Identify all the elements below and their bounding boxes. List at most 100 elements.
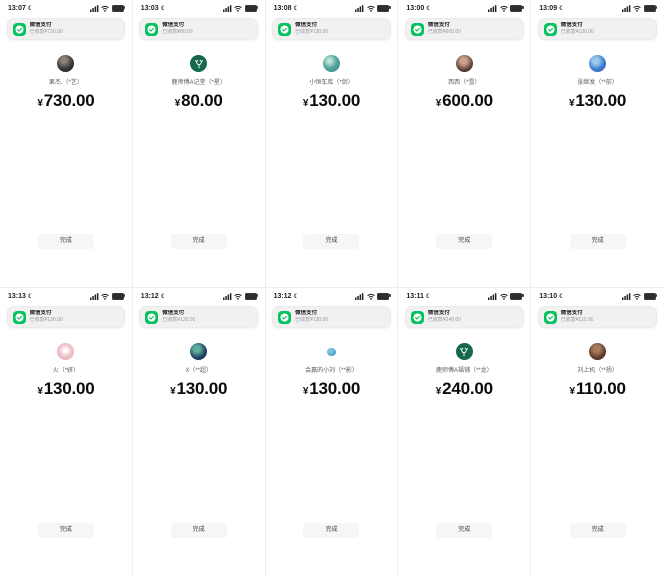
small-blue-emoji-icon bbox=[326, 347, 336, 356]
wechat-pay-icon bbox=[145, 22, 159, 36]
time-text: 13:00 bbox=[406, 4, 425, 12]
done-button[interactable]: 完成 bbox=[303, 523, 360, 538]
payer-avatar bbox=[190, 55, 208, 72]
payer-avatar bbox=[455, 55, 473, 72]
wifi-icon bbox=[633, 5, 642, 12]
wechat-pay-notification[interactable]: 微信支付 已收款¥130.00 bbox=[537, 18, 658, 40]
currency-symbol: ¥ bbox=[302, 98, 309, 109]
status-time: 13:08 ☾ bbox=[274, 5, 299, 12]
currency-symbol: ¥ bbox=[174, 98, 181, 109]
battery-icon bbox=[111, 292, 126, 300]
phone-screenshot-10: 13:10 ☾ 微信支付 已收款¥110.00 刘上机（**扬） ¥110.00 … bbox=[531, 288, 664, 576]
battery-icon bbox=[643, 292, 658, 300]
wechat-pay-notification[interactable]: 微信支付 已收款¥130.00 bbox=[139, 306, 259, 328]
time-text: 13:12 bbox=[140, 292, 159, 300]
payer-name: X（**超） bbox=[185, 368, 213, 374]
notification-text: 微信支付 已收款¥130.00 bbox=[561, 22, 594, 36]
payment-amount: ¥130.00 bbox=[569, 91, 626, 111]
status-bar: 13:12 ☾ bbox=[266, 288, 398, 300]
done-button[interactable]: 完成 bbox=[170, 523, 227, 538]
notification-body: 已收款¥600.00 bbox=[427, 29, 461, 36]
notification-text: 微信支付 已收款¥730.00 bbox=[30, 22, 63, 36]
payer-name: 会赢的小刘（**影） bbox=[305, 368, 358, 374]
amount-value: 600.00 bbox=[442, 91, 493, 110]
payment-amount: ¥130.00 bbox=[303, 379, 360, 399]
payer-name: 鹿师傅A记堂（*星） bbox=[171, 80, 226, 86]
wifi-icon bbox=[367, 293, 375, 300]
done-button[interactable]: 完成 bbox=[436, 523, 493, 538]
wechat-pay-notification[interactable]: 微信支付 已收款¥600.00 bbox=[404, 18, 524, 40]
signal-icon bbox=[621, 4, 631, 12]
payer-avatar bbox=[190, 343, 208, 360]
mute-icon: ☾ bbox=[559, 293, 565, 300]
status-bar: 13:08 ☾ bbox=[266, 0, 398, 12]
done-button[interactable]: 完成 bbox=[170, 234, 227, 249]
wechat-pay-icon bbox=[145, 310, 159, 324]
battery-icon bbox=[510, 4, 524, 12]
notification-title: 微信支付 bbox=[162, 22, 185, 29]
signal-icon bbox=[89, 292, 99, 300]
payer-avatar bbox=[322, 55, 340, 72]
wechat-pay-icon bbox=[278, 310, 292, 324]
payment-amount: ¥730.00 bbox=[37, 91, 94, 111]
status-icons bbox=[355, 4, 391, 12]
notification-title: 微信支付 bbox=[560, 310, 583, 317]
done-button[interactable]: 完成 bbox=[569, 523, 626, 538]
phone-screenshot-7: 13:12 ☾ 微信支付 已收款¥130.00 X（**超） ¥130.00 完成 bbox=[132, 288, 266, 576]
payer-avatar bbox=[57, 343, 75, 360]
wechat-pay-notification[interactable]: 微信支付 已收款¥130.00 bbox=[6, 306, 126, 328]
payer-avatar bbox=[589, 343, 607, 360]
payment-amount: ¥130.00 bbox=[170, 379, 227, 399]
notification-body: 已收款¥730.00 bbox=[29, 29, 63, 36]
payment-amount: ¥130.00 bbox=[37, 379, 94, 399]
phone-screenshot-6: 13:13 ☾ 微信支付 已收款¥130.00 火（*妍） ¥130.00 完成 bbox=[0, 288, 133, 576]
wechat-pay-notification[interactable]: 微信支付 已收款¥110.00 bbox=[537, 306, 658, 328]
wechat-pay-icon bbox=[12, 310, 26, 324]
notification-text: 微信支付 已收款¥130.00 bbox=[30, 310, 63, 324]
notification-title: 微信支付 bbox=[29, 310, 52, 317]
notification-body: 已收款¥240.00 bbox=[427, 317, 461, 324]
payer-name: 火（*妍） bbox=[52, 368, 80, 374]
done-button[interactable]: 完成 bbox=[303, 234, 360, 249]
time-text: 13:11 bbox=[406, 292, 424, 300]
notification-text: 微信支付 已收款¥130.00 bbox=[295, 22, 328, 36]
done-button[interactable]: 完成 bbox=[569, 234, 626, 249]
status-time: 13:13 ☾ bbox=[8, 293, 33, 300]
wechat-pay-notification[interactable]: 微信支付 已收款¥240.00 bbox=[404, 306, 524, 328]
notification-title: 微信支付 bbox=[295, 22, 318, 29]
done-button[interactable]: 完成 bbox=[436, 234, 493, 249]
signal-icon bbox=[355, 4, 364, 12]
phone-screenshot-3: 13:08 ☾ 微信支付 已收款¥130.00 小恒车库（*剑） ¥130.00 … bbox=[265, 0, 399, 288]
phone-screenshot-1: 13:07 ☾ 微信支付 已收款¥730.00 果杰.（*艺） ¥730.00 完… bbox=[0, 0, 133, 288]
done-button[interactable]: 完成 bbox=[37, 234, 94, 249]
wechat-pay-icon bbox=[410, 22, 424, 36]
signal-icon bbox=[222, 4, 231, 12]
signal-icon bbox=[89, 4, 99, 12]
done-button[interactable]: 完成 bbox=[37, 523, 94, 538]
time-text: 13:08 bbox=[273, 4, 292, 12]
notification-title: 微信支付 bbox=[162, 310, 185, 317]
wechat-pay-notification[interactable]: 微信支付 已收款¥130.00 bbox=[272, 18, 391, 40]
payment-amount: ¥600.00 bbox=[436, 91, 493, 111]
deer-logo-icon bbox=[460, 347, 469, 356]
notification-text: 微信支付 已收款¥80.00 bbox=[162, 22, 192, 36]
currency-symbol: ¥ bbox=[435, 386, 442, 397]
payer-avatar bbox=[323, 343, 340, 360]
payer-avatar bbox=[589, 55, 607, 72]
wechat-pay-notification[interactable]: 微信支付 已收款¥730.00 bbox=[6, 18, 126, 40]
deer-logo-icon bbox=[194, 59, 203, 68]
phone-screenshot-9: 13:11 ☾ 微信支付 已收款¥240.00 鹿师傅A福铺（**龙） ¥240.… bbox=[398, 288, 532, 576]
amount-value: 730.00 bbox=[43, 91, 95, 110]
status-time: 13:12 ☾ bbox=[274, 293, 299, 300]
wechat-pay-notification[interactable]: 微信支付 已收款¥80.00 bbox=[139, 18, 259, 40]
wechat-pay-notification[interactable]: 微信支付 已收款¥130.00 bbox=[272, 306, 391, 328]
currency-symbol: ¥ bbox=[435, 98, 442, 109]
status-bar: 13:12 ☾ bbox=[133, 288, 265, 300]
amount-value: 130.00 bbox=[43, 379, 95, 398]
time-text: 13:07 bbox=[8, 4, 26, 12]
status-time: 13:00 ☾ bbox=[406, 5, 431, 12]
notification-body: 已收款¥110.00 bbox=[560, 317, 594, 324]
status-time: 13:10 ☾ bbox=[539, 293, 564, 300]
mute-icon: ☾ bbox=[293, 5, 299, 12]
